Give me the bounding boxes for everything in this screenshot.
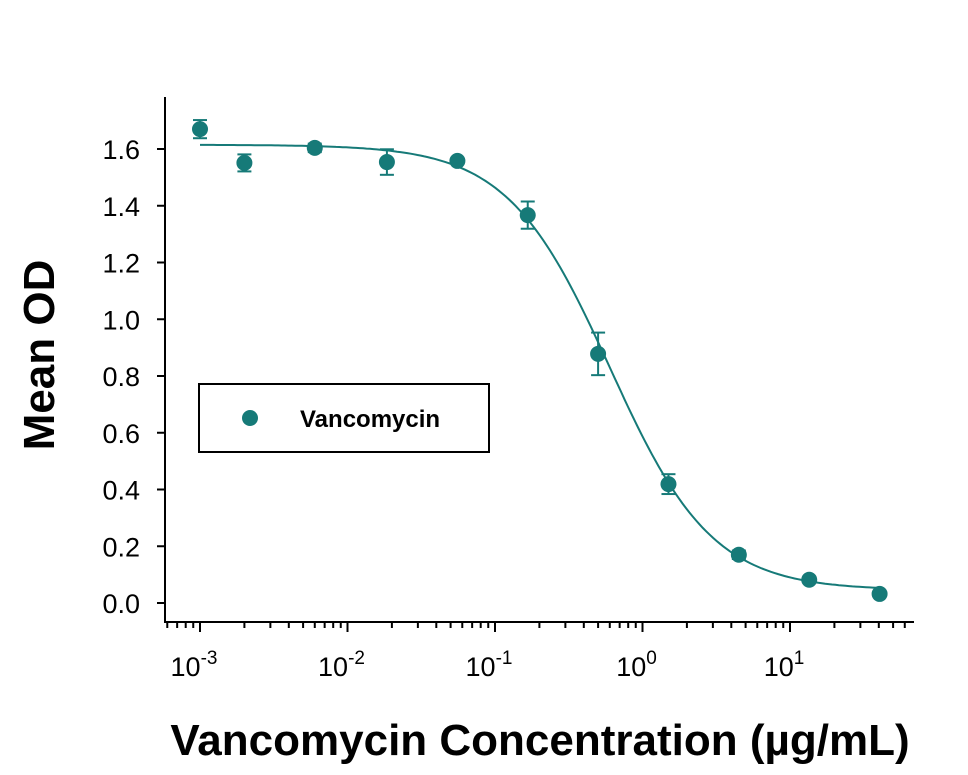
data-point (519, 207, 536, 224)
x-tick-base: 10 (318, 652, 348, 682)
legend-marker (242, 410, 258, 426)
x-tick-base: 10 (466, 652, 496, 682)
y-tick-label: 1.6 (102, 135, 140, 165)
y-tick-label: 1.4 (102, 192, 140, 222)
x-tick-exponent: -2 (348, 648, 365, 669)
axes (157, 97, 914, 632)
x-tick-exponent: -3 (201, 648, 218, 669)
y-tick-labels: 0.0 0.2 0.4 0.6 0.8 1.0 1.2 1.4 1.6 (102, 135, 140, 619)
data-point (730, 546, 747, 563)
x-tick-label: 101 (764, 648, 805, 682)
data-point-group (730, 546, 747, 563)
x-tick-exponent: 1 (794, 648, 805, 669)
y-tick-label: 0.6 (102, 419, 140, 449)
data-point (378, 154, 395, 171)
y-axis-label: Mean OD (15, 260, 64, 451)
data-point (236, 154, 253, 171)
y-tick-label: 0.4 (102, 476, 140, 506)
y-tick-label: 0.2 (102, 532, 140, 562)
data-point-group (306, 139, 323, 156)
y-tick-label: 1.2 (102, 249, 140, 279)
data-point (871, 585, 888, 602)
data-point (801, 571, 818, 588)
data-point-group (660, 473, 677, 496)
x-axis-label: Vancomycin Concentration (µg/mL) (170, 716, 909, 765)
data-point-group (801, 571, 818, 588)
data-point-group (378, 148, 395, 176)
x-tick-exponent: 0 (646, 648, 657, 669)
legend-label: Vancomycin (300, 406, 440, 433)
x-tick-label: 10-3 (171, 648, 218, 682)
data-points (192, 119, 888, 602)
data-point (660, 476, 677, 493)
x-tick-label: 10-2 (318, 648, 365, 682)
data-point-group (192, 119, 208, 140)
data-point (192, 121, 208, 138)
x-tick-exponent: -1 (496, 648, 513, 669)
x-tick-labels: 10-3 10-2 10-1 100 101 (171, 648, 805, 682)
data-point (590, 345, 607, 362)
legend: Vancomycin (198, 383, 490, 453)
data-point-group (871, 585, 888, 602)
fit-curve (200, 143, 880, 589)
data-point (306, 139, 323, 156)
x-tick-label: 100 (616, 648, 657, 682)
x-tick-base: 10 (171, 652, 201, 682)
y-tick-label: 0.0 (102, 589, 140, 619)
y-tick-label: 0.8 (102, 362, 140, 392)
data-point-group (590, 331, 607, 377)
x-tick-base: 10 (616, 652, 646, 682)
data-point (449, 152, 466, 169)
y-tick-label: 1.0 (102, 305, 140, 335)
x-tick-base: 10 (764, 652, 794, 682)
data-point-group (519, 200, 536, 230)
data-point-group (449, 152, 466, 169)
data-point-group (236, 153, 253, 173)
x-tick-label: 10-1 (466, 648, 513, 682)
